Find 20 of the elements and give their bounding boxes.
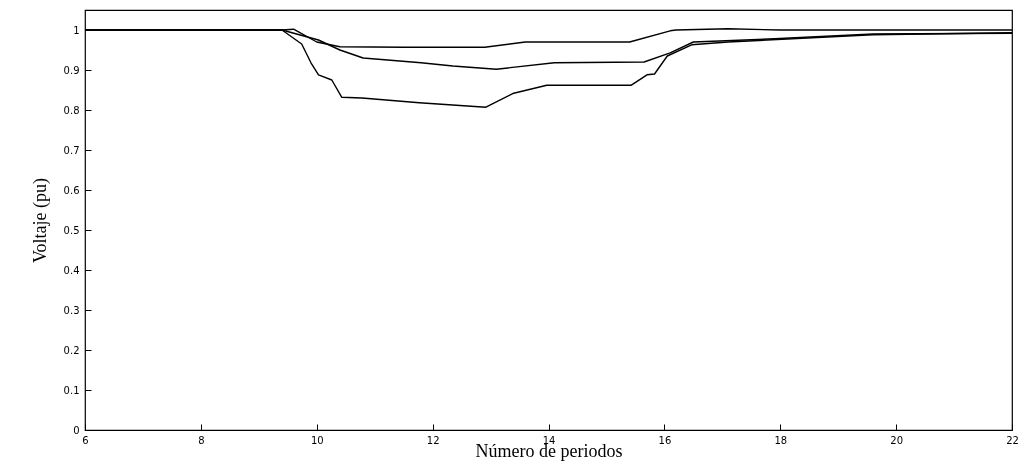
- y-tick-label: 0.3: [63, 304, 80, 316]
- x-tick-label: 10: [310, 434, 324, 446]
- y-tick-label: 0.7: [63, 144, 80, 156]
- y-tick-label: 1: [73, 24, 80, 36]
- y-tick-label: 0.1: [63, 384, 80, 396]
- y-tick-label: 0.6: [63, 184, 80, 196]
- y-axis-title: Voltaje (pu): [29, 177, 51, 264]
- y-tick-label: 0.4: [63, 264, 80, 276]
- y-tick-label: 0.2: [63, 344, 80, 356]
- x-tick-label: 6: [82, 434, 89, 446]
- x-tick-label: 20: [890, 434, 903, 446]
- x-tick-label: 16: [658, 434, 672, 446]
- y-tick-label: 0.5: [63, 224, 80, 236]
- x-tick-label: 18: [774, 434, 788, 446]
- x-tick-label: 8: [198, 434, 205, 446]
- y-tick-label: 0.9: [63, 64, 80, 76]
- y-tick-label: 0.8: [63, 104, 80, 116]
- x-tick-label: 12: [426, 434, 440, 446]
- y-tick-label: 0: [73, 424, 80, 436]
- x-tick-label: 22: [1006, 434, 1019, 446]
